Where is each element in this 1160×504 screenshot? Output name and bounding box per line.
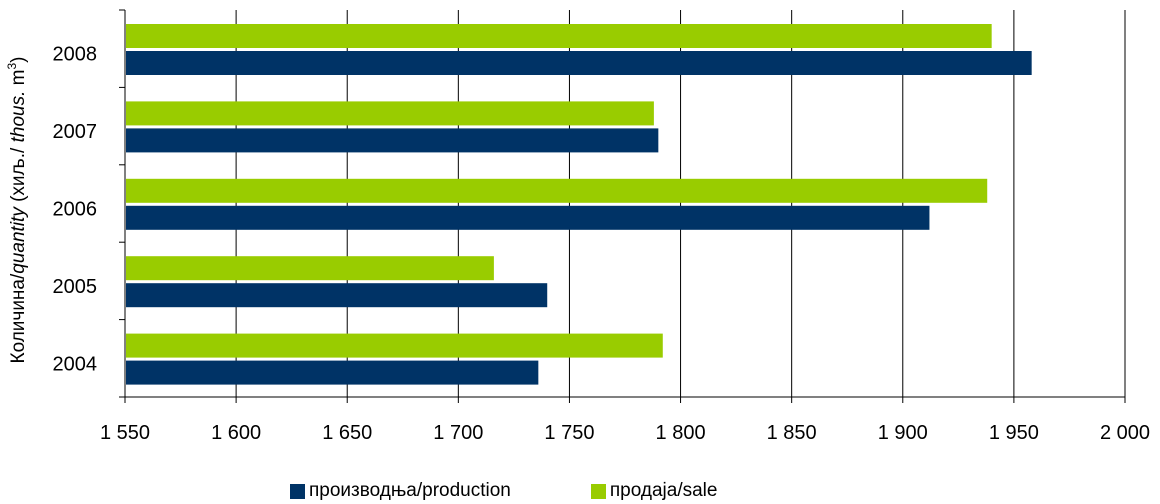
x-tick-label: 1 750 (544, 422, 594, 444)
bar-sale-2004 (126, 333, 663, 358)
x-tick-label: 1 850 (767, 422, 817, 444)
axes (119, 9, 1126, 403)
x-tick-labels: 1 550 1 600 1 650 1 700 1 750 1 800 1 850 1 900… (100, 422, 1150, 444)
bar-sale-2007 (126, 101, 654, 126)
x-tick-label: 1 800 (656, 422, 706, 444)
bars (126, 24, 1032, 385)
x-tick-label: 1 650 (322, 422, 372, 444)
x-tick-label: 1 950 (989, 422, 1039, 444)
legend-item-production: производња/production (290, 480, 511, 502)
bar-sale-2006 (126, 178, 988, 203)
bar-production-2008 (126, 51, 1032, 75)
y-tick-label: 2004 (53, 353, 98, 375)
bar-chart: 1 550 1 600 1 650 1 700 1 750 1 800 1 850 1 900… (5, 9, 1150, 444)
x-tick-label: 1 600 (211, 422, 261, 444)
bar-sale-2005 (126, 256, 494, 281)
y-tick-label: 2006 (53, 199, 98, 221)
bar-production-2007 (126, 128, 659, 153)
x-tick-label: 1 550 (100, 422, 150, 444)
bar-production-2006 (126, 205, 930, 230)
bar-production-2005 (126, 283, 548, 308)
legend-label-production: производња/production (309, 480, 511, 501)
legend: производња/production продаја/sale (290, 480, 797, 502)
y-tick-label: 2007 (53, 121, 98, 143)
legend-swatch-production (290, 483, 305, 499)
legend-label-sale: продаја/sale (609, 480, 718, 501)
legend-item-sale: продаја/sale (590, 480, 718, 502)
x-tick-label: 1 700 (433, 422, 483, 444)
legend-swatch-sale (590, 483, 606, 499)
y-tick-label: 2008 (53, 44, 98, 66)
y-axis-label: Количина/quantity (хиљ./ thous. m3) (5, 57, 29, 364)
y-tick-label: 2005 (53, 276, 98, 298)
bar-production-2004 (126, 360, 539, 385)
x-tick-label: 1 900 (878, 422, 928, 444)
bar-sale-2008 (126, 24, 992, 48)
y-tick-labels: 2004 2005 2006 2007 2008 (53, 44, 98, 376)
x-tick-label: 2 000 (1100, 422, 1150, 444)
